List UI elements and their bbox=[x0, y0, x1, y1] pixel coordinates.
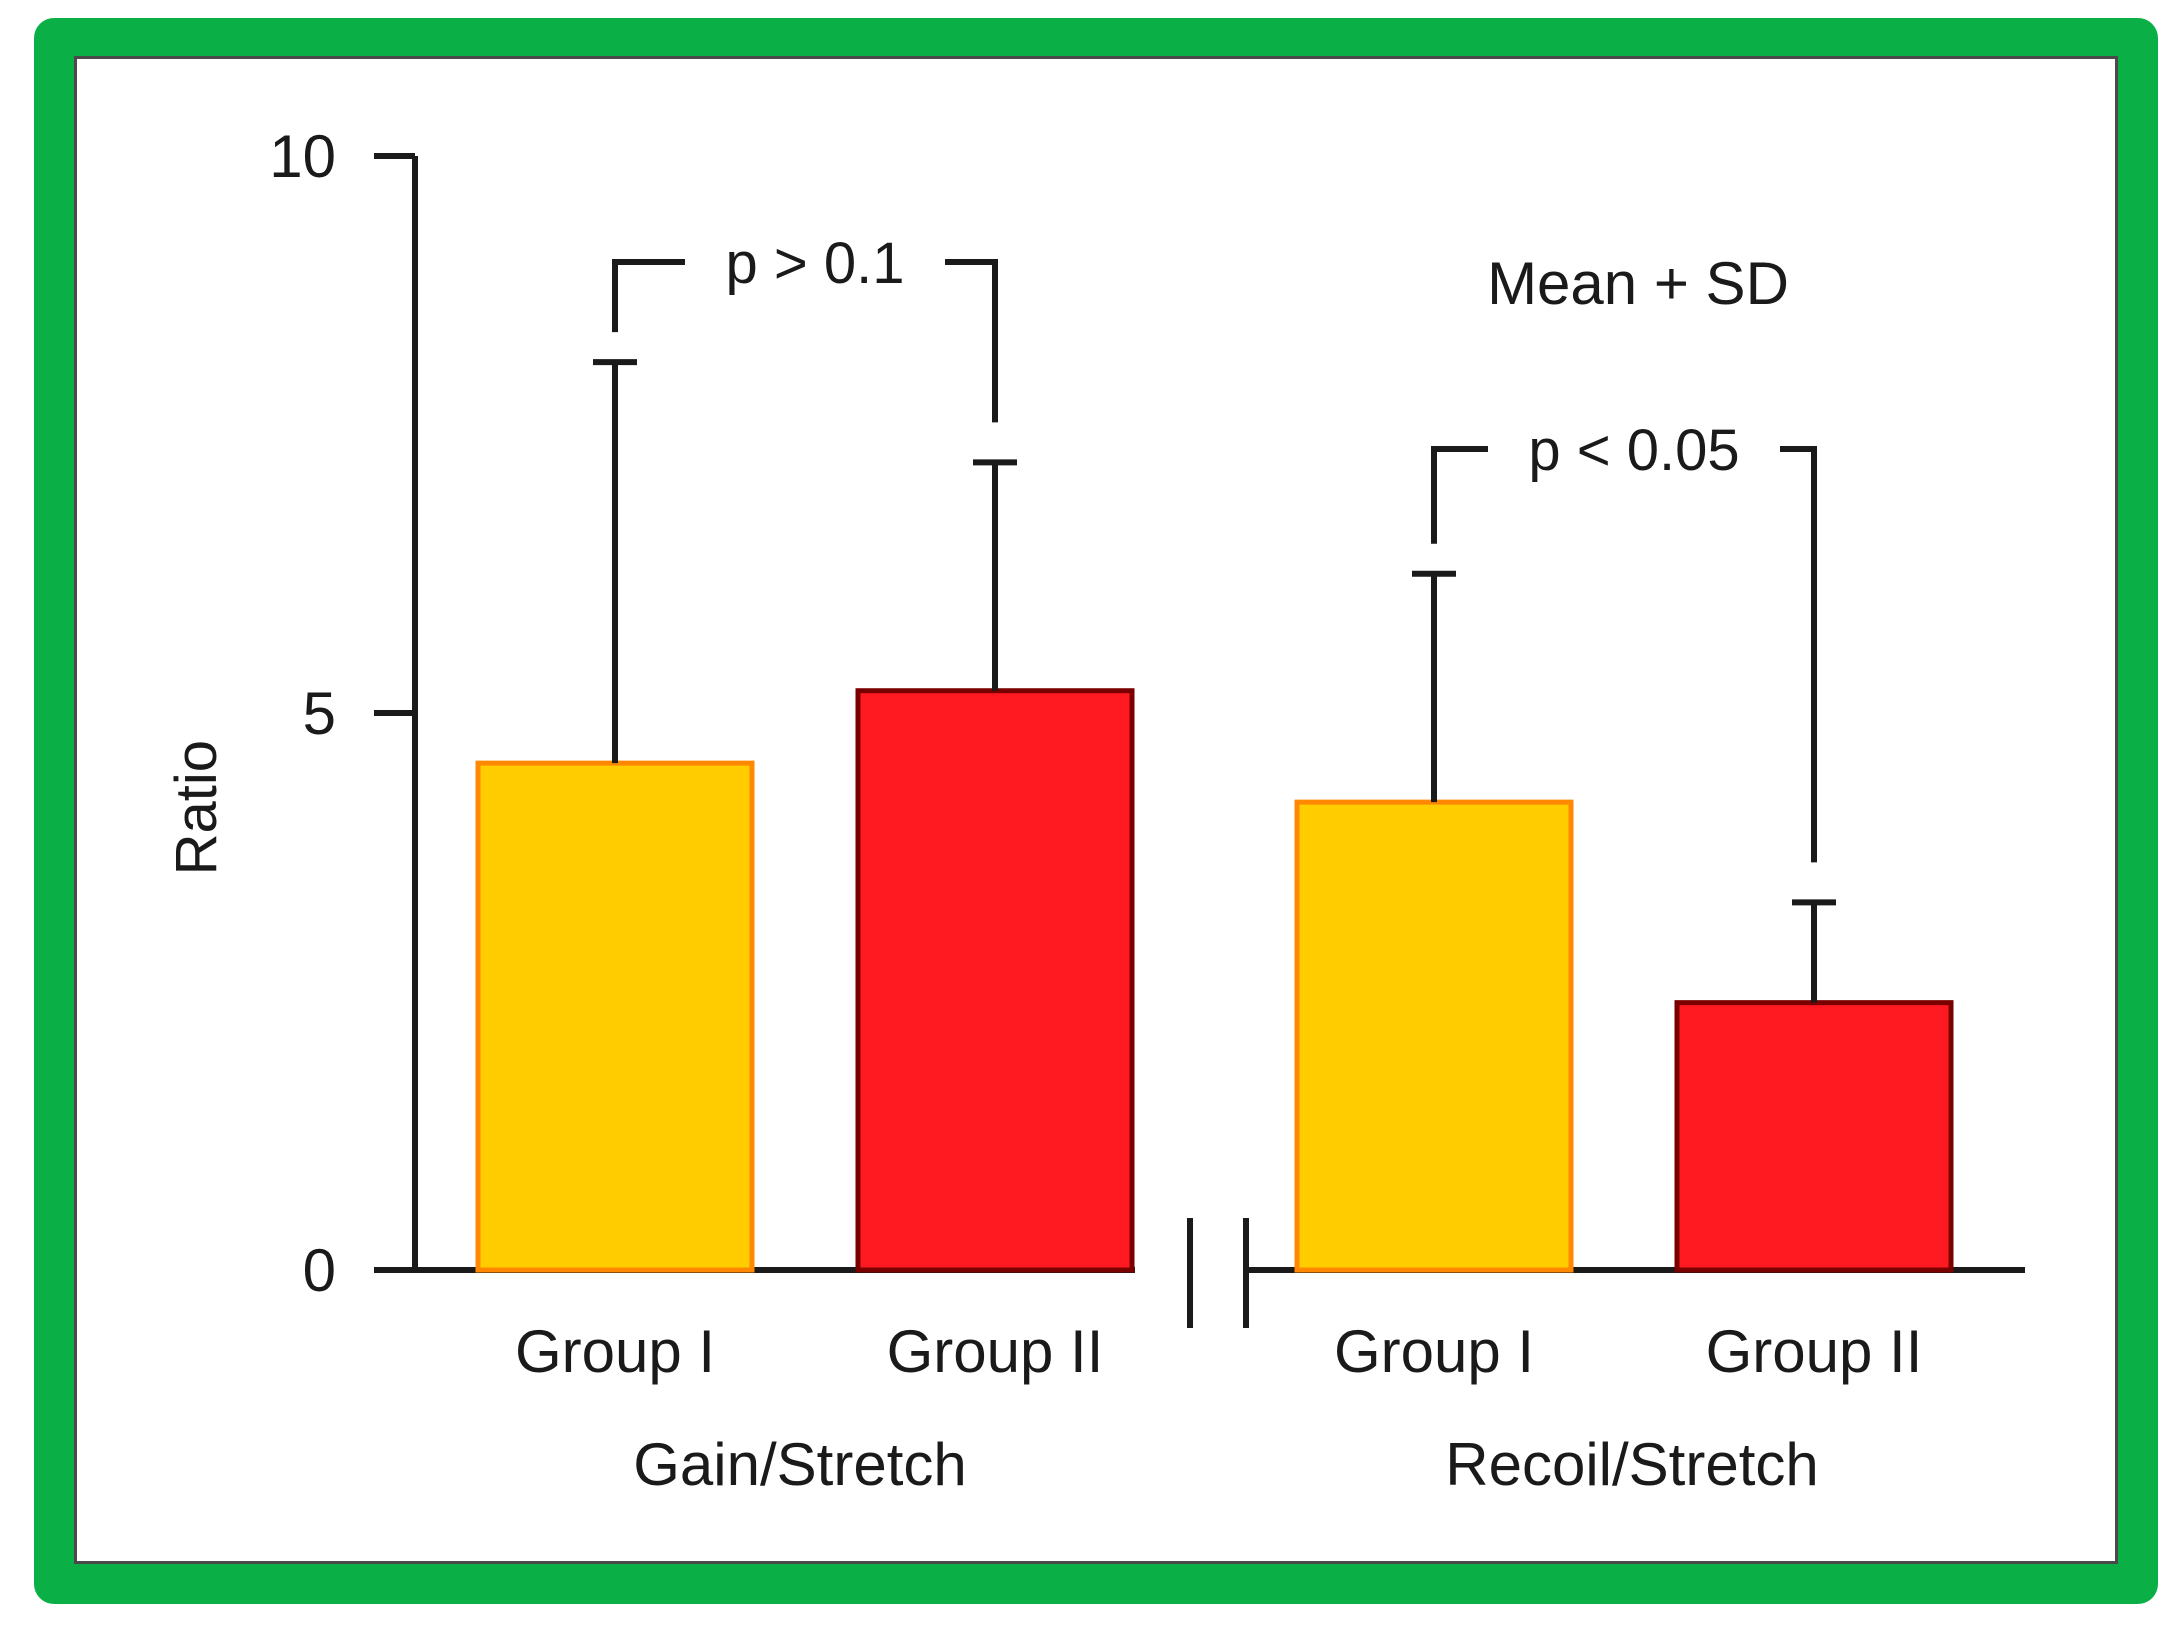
bars bbox=[475, 688, 1954, 1273]
bracket-right bbox=[945, 259, 998, 423]
p-value-label: p < 0.05 bbox=[1528, 418, 1739, 483]
bar bbox=[1294, 799, 1574, 1273]
x-category-label: Group II bbox=[887, 1318, 1104, 1385]
x-category-label: Group I bbox=[515, 1318, 715, 1385]
bar bbox=[475, 760, 755, 1273]
significance-brackets: p > 0.1 p < 0.05 bbox=[612, 231, 1817, 863]
x-group-label: Recoil/Stretch bbox=[1445, 1431, 1818, 1498]
x-group-label: Gain/Stretch bbox=[633, 1431, 967, 1498]
y-tick-label: 0 bbox=[303, 1237, 336, 1304]
bar bbox=[855, 688, 1135, 1273]
x-category-label: Group II bbox=[1706, 1318, 1923, 1385]
error-bars bbox=[593, 359, 1836, 1003]
annotation-mean-sd: Mean + SD bbox=[1487, 250, 1789, 317]
bracket-left bbox=[1431, 446, 1488, 544]
bracket-left bbox=[612, 259, 685, 333]
p-value-label: p > 0.1 bbox=[726, 231, 905, 296]
y-axis-label: Ratio bbox=[164, 740, 229, 875]
bar bbox=[1674, 1000, 1954, 1273]
bracket-right bbox=[1780, 446, 1817, 863]
x-category-label: Group I bbox=[1334, 1318, 1534, 1385]
y-tick-label: 10 bbox=[269, 123, 336, 190]
y-tick-label: 5 bbox=[303, 680, 336, 747]
labels: Group I Group II Gain/Stretch Group I Group … bbox=[515, 250, 1922, 1498]
